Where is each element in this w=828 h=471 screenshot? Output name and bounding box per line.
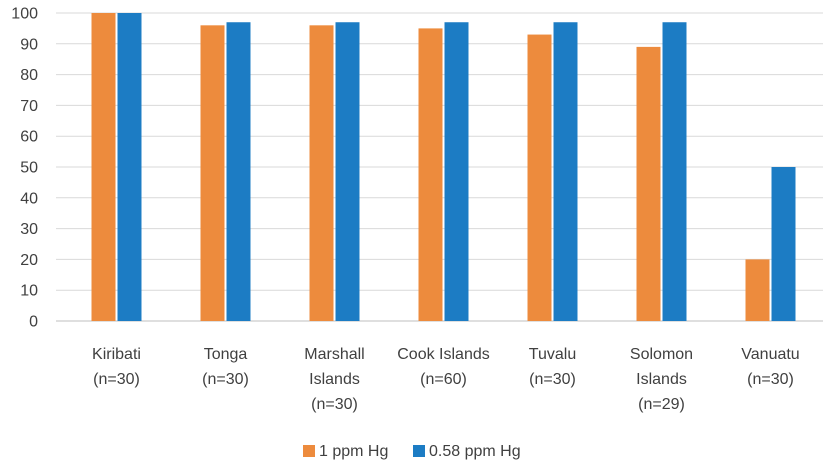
bar-series2 — [335, 22, 360, 322]
y-tick-label: 30 — [20, 221, 38, 238]
x-category-label-line: (n=30) — [93, 371, 140, 388]
bar-series1 — [418, 28, 443, 322]
bar-series2 — [553, 22, 578, 322]
legend-swatch — [303, 445, 315, 457]
bar-series1 — [309, 25, 334, 321]
x-category-label-line: (n=30) — [529, 371, 576, 388]
bar-series1 — [527, 34, 552, 322]
bar-series2 — [662, 22, 687, 322]
x-axis-labels: Kiribati (n=30) Tonga (n=30) Marshall Islands… — [92, 346, 800, 413]
bar-series2 — [117, 13, 142, 321]
y-tick-label: 40 — [20, 190, 38, 207]
legend-label: 0.58 ppm Hg — [429, 443, 521, 460]
y-tick-label: 80 — [20, 67, 38, 84]
x-category-label: Kiribati (n=30) — [92, 346, 141, 388]
x-category-label-line: Solomon — [630, 346, 693, 363]
x-category-label-line: Tuvalu — [529, 346, 576, 363]
legend-label: 1 ppm Hg — [319, 443, 388, 460]
y-tick-label: 20 — [20, 252, 38, 269]
y-tick-label: 0 — [29, 314, 38, 331]
x-category-label: Marshall Islands (n=30) — [304, 346, 364, 413]
x-category-label: Tonga (n=30) — [202, 346, 249, 388]
bar-series1 — [636, 46, 661, 321]
x-category-label: Vanuatu (n=30) — [741, 346, 799, 388]
bar-series1 — [745, 259, 770, 321]
y-tick-label: 100 — [11, 6, 38, 23]
x-category-label-line: Vanuatu — [741, 346, 799, 363]
y-tick-label: 60 — [20, 129, 38, 146]
x-category-label-line: (n=30) — [747, 371, 794, 388]
y-tick-label: 50 — [20, 160, 38, 177]
bar-series2 — [444, 22, 469, 322]
x-category-label: Tuvalu (n=30) — [529, 346, 576, 388]
x-category-label-line: (n=30) — [311, 396, 358, 413]
x-category-label-line: Kiribati — [92, 346, 141, 363]
bars — [91, 13, 796, 322]
x-category-label: Solomon Islands (n=29) — [630, 346, 693, 413]
x-category-label-line: Tonga — [204, 346, 248, 363]
x-category-label-line: Marshall — [304, 346, 364, 363]
x-category-label-line: Cook Islands — [397, 346, 490, 363]
x-category-label-line: (n=30) — [202, 371, 249, 388]
y-axis-ticks: 0 10 20 30 40 50 60 70 80 90 100 — [11, 6, 38, 331]
x-category-label: Cook Islands (n=60) — [397, 346, 490, 388]
x-category-label-line: Islands — [636, 371, 687, 388]
legend: 1 ppm Hg 0.58 ppm Hg — [303, 443, 521, 460]
y-tick-label: 90 — [20, 36, 38, 53]
bar-series1 — [91, 13, 116, 321]
y-tick-label: 70 — [20, 98, 38, 115]
bar-series2 — [771, 167, 796, 321]
x-category-label-line: (n=29) — [638, 396, 685, 413]
x-category-label-line: Islands — [309, 371, 360, 388]
y-tick-label: 10 — [20, 283, 38, 300]
legend-swatch — [413, 445, 425, 457]
x-category-label-line: (n=60) — [420, 371, 467, 388]
bar-series1 — [200, 25, 225, 321]
bar-series2 — [226, 22, 251, 322]
